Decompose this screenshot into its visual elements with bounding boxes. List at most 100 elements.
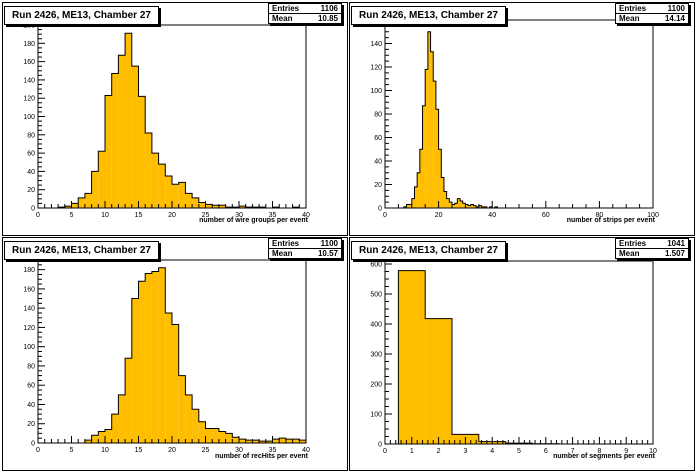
histogram-bar — [145, 132, 152, 208]
histogram-bar — [265, 441, 273, 443]
histogram-bar — [111, 414, 119, 443]
mean-label: Mean — [619, 14, 640, 23]
histogram-bar — [131, 66, 139, 208]
histogram-plot: 0 20 40 60 80 100 120 140 160 180 200 0 5 10 15 20 25 30 3… — [2, 2, 348, 236]
histogram-bar — [239, 439, 246, 443]
x-tick-label: 1 — [410, 448, 414, 455]
histogram-bar — [198, 202, 206, 208]
y-tick-label: 40 — [27, 402, 35, 409]
stats-box: Entries 1100 Mean 14.14 — [615, 3, 689, 24]
y-tick-label: 600 — [370, 262, 382, 269]
entries-label: Entries — [619, 239, 647, 248]
histogram-bar — [98, 151, 105, 208]
x-tick-label: 30 — [235, 212, 243, 219]
x-tick-label: 35 — [269, 212, 277, 219]
panel-border — [349, 237, 695, 471]
entries-label: Entries — [272, 239, 300, 248]
histogram-plot: 0 100 200 300 400 500 600 0 1 2 3 4 5 6 7 8 9 10 — [349, 237, 695, 471]
histogram-bar — [172, 324, 179, 443]
histogram-bar — [158, 267, 166, 443]
entries-label: Entries — [272, 4, 300, 13]
x-tick-label: 80 — [596, 212, 604, 219]
histogram-outline — [38, 32, 306, 209]
histogram-bar — [252, 440, 260, 443]
y-tick-label: 100 — [370, 412, 382, 419]
bars — [398, 270, 560, 444]
histogram-outline — [385, 31, 499, 209]
y-tick-label: 100 — [23, 114, 35, 121]
histogram-bar — [427, 31, 431, 208]
entries-value: 1100 — [320, 239, 338, 248]
x-axis-label: number of wire groups per event — [199, 217, 308, 224]
y-tick-label: 300 — [370, 352, 382, 359]
panel-border — [349, 2, 695, 236]
histogram-bar — [218, 431, 226, 443]
histogram-bar — [468, 205, 471, 208]
histogram-bar — [91, 171, 99, 208]
histogram-title: Run 2426, ME13, Chamber 27 — [351, 241, 506, 260]
mean-label: Mean — [619, 249, 640, 258]
entries-value: 1106 — [320, 4, 338, 13]
x-tick-label: 35 — [269, 447, 277, 454]
mean-value: 10.85 — [317, 14, 338, 23]
x-tick-label: 10 — [101, 447, 109, 454]
histogram-bar — [118, 394, 126, 443]
histogram-bar — [419, 149, 423, 208]
x-tick-label: 25 — [202, 212, 210, 219]
histogram-bar — [71, 203, 79, 208]
histogram-bar — [212, 205, 219, 208]
mean-label: Mean — [272, 14, 293, 23]
histogram-bar — [433, 81, 436, 208]
histogram-bar — [259, 441, 266, 443]
x-tick-label: 5 — [70, 447, 74, 454]
y-tick-label: 0 — [31, 441, 35, 448]
x-axis-label: number of recHits per event — [215, 453, 308, 460]
histogram-outline — [38, 267, 307, 444]
histogram-bar — [481, 206, 485, 208]
x-tick-label: 0 — [36, 447, 40, 454]
histogram-bar — [430, 51, 434, 208]
x-tick-label: 5 — [70, 212, 74, 219]
y-tick-label: 0 — [378, 206, 382, 213]
y-tick-label: 0 — [378, 442, 382, 449]
histogram-bar — [417, 172, 420, 208]
x-axis-label: number of strips per event — [566, 217, 655, 224]
histogram-bar — [198, 421, 206, 443]
y-tick-label: 200 — [370, 382, 382, 389]
y-tick-label: 20 — [27, 187, 35, 194]
histogram-bar — [409, 204, 412, 208]
x-tick-label: 2 — [437, 448, 441, 455]
histogram-bar — [452, 204, 455, 208]
y-tick-label: 40 — [374, 159, 382, 166]
y-tick-label: 160 — [23, 286, 35, 293]
bars — [84, 267, 306, 443]
histogram-bar — [489, 206, 493, 208]
x-tick-label: 20 — [168, 447, 176, 454]
y-tick-label: 40 — [27, 169, 35, 176]
y-tick-label: 140 — [23, 77, 35, 84]
histogram-bar — [138, 281, 146, 443]
x-tick-label: 9 — [624, 448, 628, 455]
histogram-bar — [299, 440, 306, 443]
histogram-bar — [185, 193, 193, 208]
histogram-bar — [446, 198, 450, 208]
y-tick-label: 200 — [23, 23, 35, 30]
histogram-bar — [465, 204, 469, 208]
y-tick-label: 160 — [23, 59, 35, 66]
x-tick-label: 15 — [135, 212, 143, 219]
histogram-bar — [172, 184, 179, 208]
histogram-bar — [178, 375, 186, 443]
y-tick-label: 60 — [27, 383, 35, 390]
y-tick-label: 120 — [23, 96, 35, 103]
histogram-bar — [151, 153, 159, 208]
histogram-bar — [414, 186, 418, 208]
histogram-bar — [145, 273, 152, 443]
histogram-bar — [425, 318, 452, 444]
histogram-bar — [406, 204, 410, 208]
y-tick-label: 500 — [370, 292, 382, 299]
histogram-bar — [272, 439, 280, 443]
histogram-bar — [165, 175, 172, 208]
histogram-bar — [470, 204, 474, 208]
histogram-bar — [441, 177, 444, 208]
y-tick-label: 180 — [23, 267, 35, 274]
